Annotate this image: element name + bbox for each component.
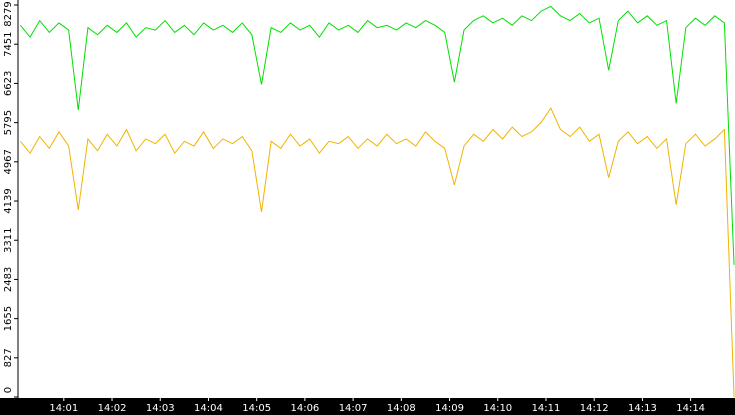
series-line xyxy=(20,107,735,398)
y-tick-label: 827 xyxy=(3,348,14,367)
y-tick-label: 5795 xyxy=(3,110,14,135)
y-tick-label: 1655 xyxy=(3,306,14,331)
y-tick-label: 3311 xyxy=(3,228,14,253)
x-tick-label: 14:07 xyxy=(339,403,368,414)
y-tick-label: 2483 xyxy=(3,267,14,292)
x-tick-label: 14:01 xyxy=(49,403,78,414)
y-tick-label: 8279 xyxy=(3,1,14,26)
x-tick-label: 14:13 xyxy=(628,403,657,414)
x-tick-label: 14:06 xyxy=(290,403,319,414)
x-tick-label: 14:03 xyxy=(146,403,175,414)
y-tick-label: 4967 xyxy=(3,149,14,174)
x-tick-label: 14:04 xyxy=(194,403,223,414)
series-line xyxy=(20,5,735,265)
x-tick-label: 14:12 xyxy=(580,403,609,414)
y-tick-label: 4139 xyxy=(3,188,14,213)
x-axis-band xyxy=(0,398,735,415)
x-tick-label: 14:11 xyxy=(532,403,561,414)
x-tick-label: 14:09 xyxy=(435,403,464,414)
x-tick-label: 14:02 xyxy=(98,403,127,414)
y-tick-label: 0 xyxy=(3,387,14,393)
y-tick-label: 7451 xyxy=(3,31,14,56)
x-tick-label: 14:05 xyxy=(242,403,271,414)
x-tick-label: 14:14 xyxy=(676,403,705,414)
x-tick-label: 14:10 xyxy=(483,403,512,414)
x-tick-label: 14:08 xyxy=(387,403,416,414)
y-tick-label: 6623 xyxy=(3,71,14,96)
